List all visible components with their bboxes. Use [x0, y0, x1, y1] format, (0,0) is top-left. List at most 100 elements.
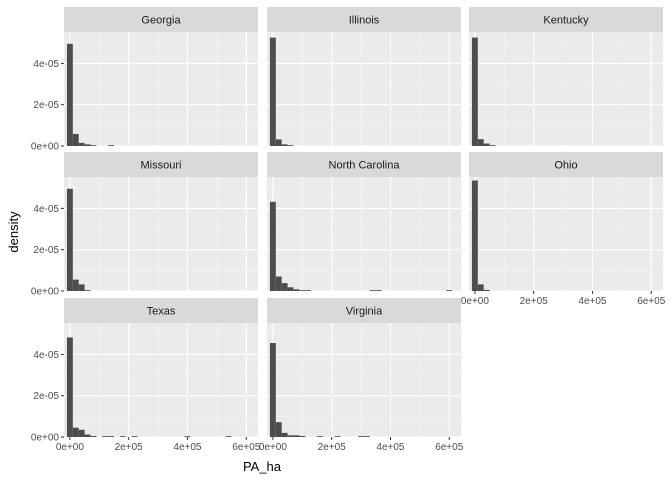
histogram-bar: [483, 143, 490, 146]
histogram-bar: [72, 279, 79, 291]
histogram-bar: [293, 435, 300, 437]
y-tick-label: 4e-05: [33, 59, 59, 70]
histogram-bar: [281, 144, 288, 146]
histogram-bar: [84, 434, 91, 437]
histogram-bar: [102, 436, 109, 437]
facet-panel-georgia: Georgia 0e+00 2e-05 4e-05: [31, 7, 258, 153]
facet-panel-texas: Texas 0e+00 2e-05 4e-05 0e+00 2e+05 4e+05 6e+05: [31, 298, 261, 453]
facet-strip: [64, 298, 258, 323]
histogram-bar: [489, 145, 496, 146]
histogram-bar: [275, 139, 282, 146]
histogram-bar: [358, 436, 364, 437]
facet-panel-virginia: Virginia 0e+00 2e+05 4e+05 6e+05: [259, 298, 464, 453]
histogram-bar: [72, 427, 79, 437]
facet-strip: [267, 152, 461, 177]
histogram-bar: [299, 435, 306, 437]
panel-background: [267, 177, 461, 291]
histogram-bar: [275, 276, 282, 291]
facet-panel-ohio: Ohio 0e+00 2e+05 4e+05 6e+05: [461, 152, 666, 307]
histogram-bar: [446, 290, 453, 291]
histogram-bar: [269, 201, 276, 291]
histogram-bar: [269, 37, 276, 146]
facet-strip: [64, 152, 258, 177]
histogram-bar: [293, 289, 300, 291]
x-tick-label: 4e+05: [173, 442, 202, 453]
facet-label: Texas: [147, 306, 176, 318]
histogram-bar: [108, 145, 114, 146]
histogram-bar: [66, 337, 73, 437]
facet-panel-kentucky: Kentucky: [469, 7, 663, 147]
facet-label: Kentucky: [543, 15, 589, 27]
y-tick-label: 0e+00: [31, 287, 60, 298]
facet-label: Ohio: [554, 160, 577, 172]
histogram-bar: [78, 284, 85, 291]
histogram-bar: [299, 290, 306, 291]
histogram-bar: [184, 436, 191, 437]
histogram-bar: [281, 432, 288, 437]
facet-strip: [469, 152, 663, 177]
y-tick-label: 2e-05: [33, 245, 59, 256]
facet-panel-north-carolina: North Carolina: [267, 152, 461, 292]
histogram-bar: [225, 436, 232, 437]
x-tick-label: 4e+05: [578, 296, 607, 307]
histogram-bar: [72, 134, 79, 146]
x-tick-label: 0e+00: [56, 442, 85, 453]
panel-background: [267, 32, 461, 146]
y-tick-label: 2e-05: [33, 391, 59, 402]
x-tick-label: 6e+05: [637, 296, 666, 307]
histogram-bar: [483, 289, 490, 291]
y-tick-label: 4e-05: [33, 350, 59, 361]
x-tick-label: 0e+00: [259, 442, 288, 453]
y-tick-label: 0e+00: [31, 433, 60, 444]
histogram-bar: [477, 284, 484, 291]
histogram-bar: [66, 188, 73, 291]
y-tick-label: 4e-05: [33, 204, 59, 215]
y-tick-label: 0e+00: [31, 142, 60, 153]
panel-background: [267, 323, 461, 437]
facet-label: Illinois: [349, 15, 380, 27]
histogram-bar: [84, 290, 91, 291]
histogram-bar: [90, 145, 97, 146]
histogram-bar: [90, 435, 97, 437]
histogram-bar: [66, 43, 73, 146]
y-tick-label: 2e-05: [33, 100, 59, 111]
panel-background: [64, 32, 258, 146]
histogram-bar: [108, 436, 114, 437]
histogram-bar: [316, 436, 323, 437]
histogram-bar: [471, 37, 478, 146]
x-tick-label: 6e+05: [232, 442, 261, 453]
histogram-bar: [477, 139, 484, 146]
panel-background: [64, 177, 258, 291]
histogram-bar: [287, 287, 294, 291]
histogram-bar: [84, 144, 91, 146]
panel-background: [64, 323, 258, 437]
facet-strip: [267, 298, 461, 323]
histogram-bar: [78, 142, 85, 146]
histogram-bar: [131, 436, 138, 437]
histogram-bar: [375, 290, 382, 291]
histogram-bar: [334, 436, 341, 437]
x-tick-label: 2e+05: [318, 442, 347, 453]
x-tick-label: 6e+05: [435, 442, 464, 453]
histogram-bar: [275, 422, 282, 437]
histogram-bar: [369, 290, 376, 291]
histogram-bar: [305, 290, 312, 291]
x-tick-label: 2e+05: [115, 442, 144, 453]
panel-background: [469, 177, 663, 291]
panel-background: [469, 32, 663, 146]
histogram-bar: [364, 436, 370, 437]
y-axis-title: density: [6, 211, 21, 253]
facet-label: Georgia: [141, 15, 181, 27]
histogram-bar: [78, 429, 85, 437]
histogram-bar: [281, 283, 288, 291]
facet-strip: [64, 7, 258, 32]
facet-panel-missouri: Missouri 0e+00 2e-05 4e-05: [31, 152, 258, 298]
histogram-bar: [471, 180, 478, 291]
histogram-bar: [119, 436, 126, 437]
facet-label: Missouri: [141, 160, 182, 172]
facet-panel-illinois: Illinois: [267, 7, 461, 147]
x-tick-label: 2e+05: [520, 296, 549, 307]
x-tick-label: 0e+00: [461, 296, 490, 307]
